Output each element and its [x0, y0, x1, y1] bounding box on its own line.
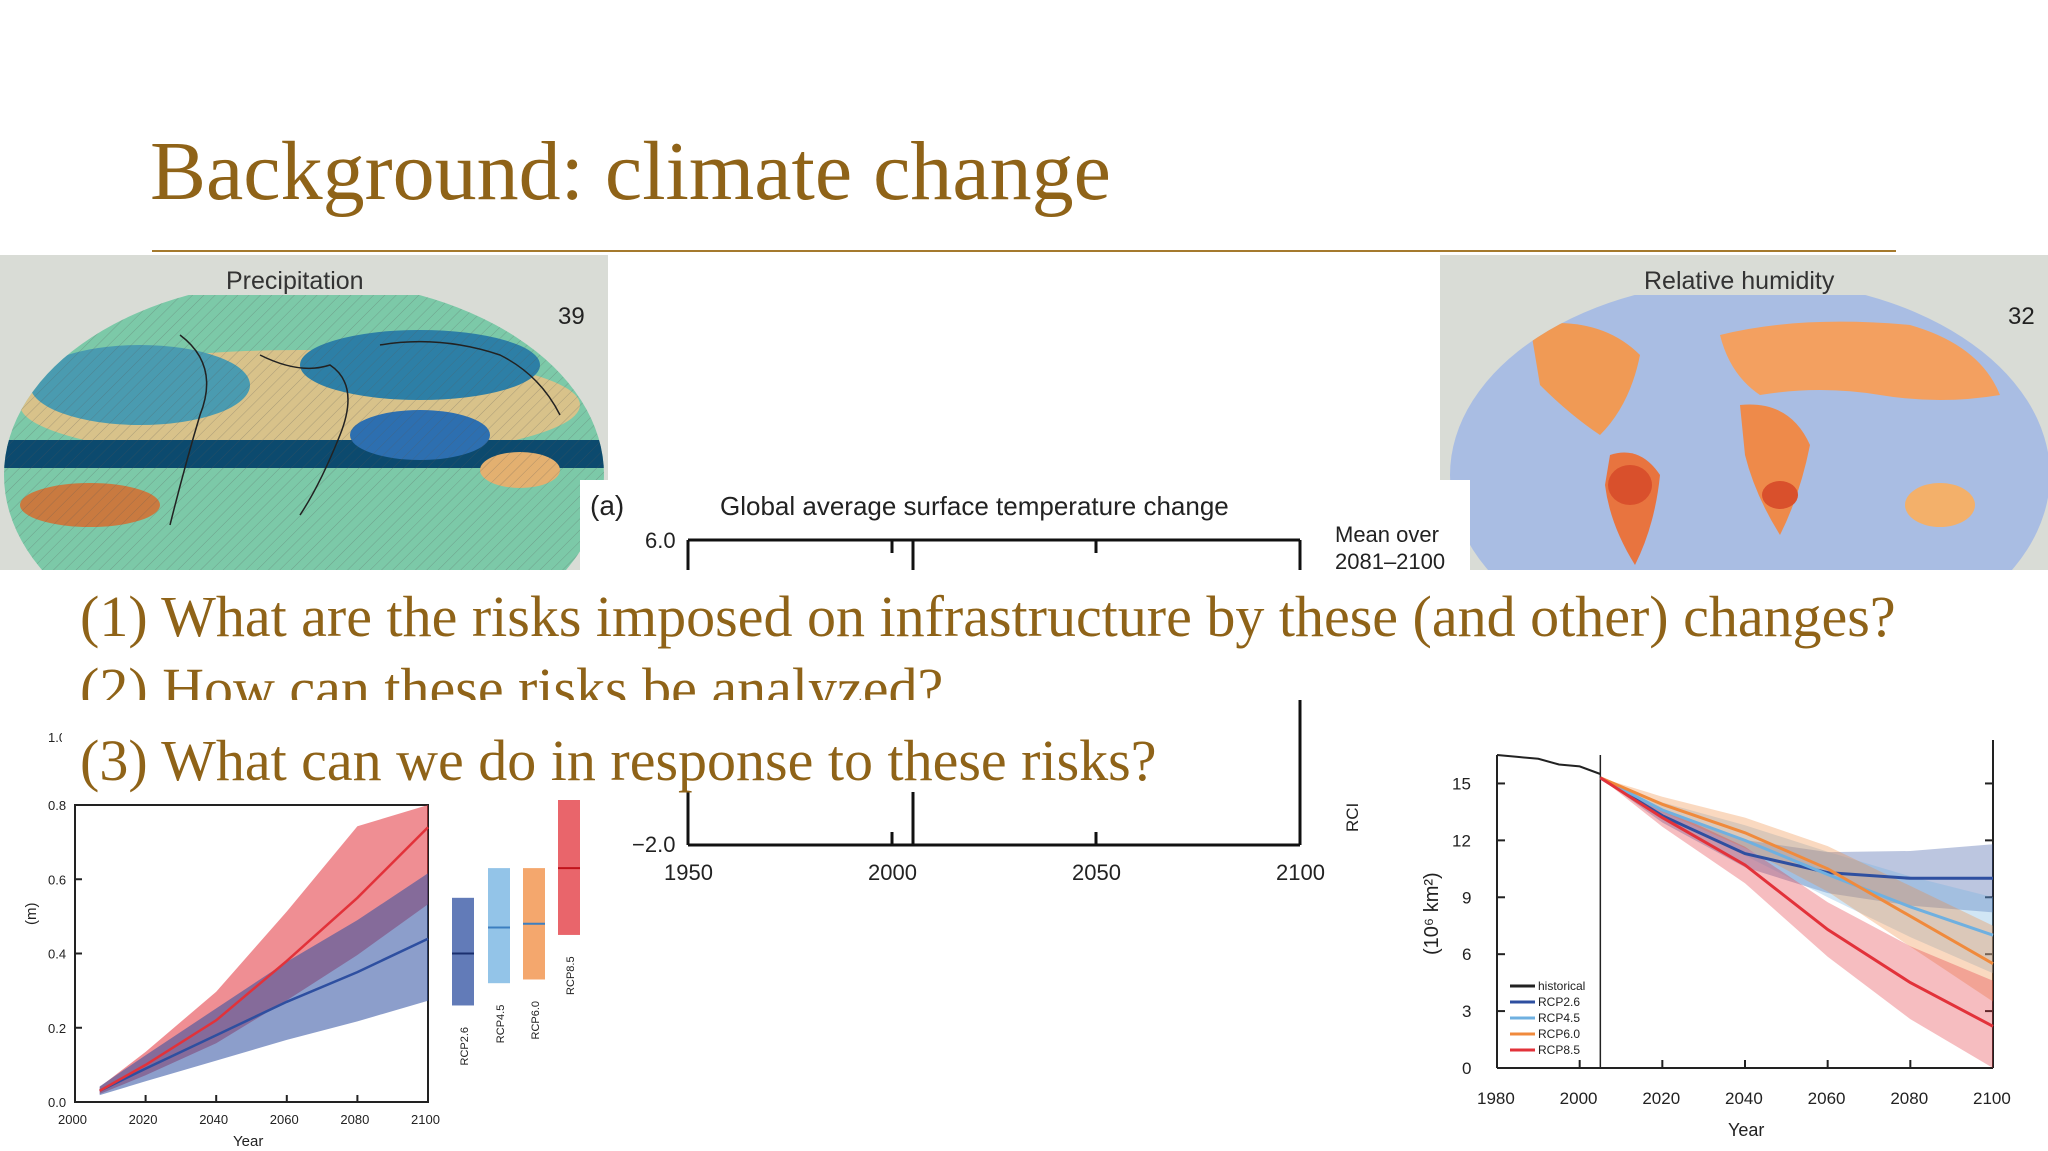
sea-level-xtick-label: 2000: [58, 1112, 87, 1127]
sea-ice-ytick-label: 15: [1452, 774, 1471, 793]
temp-xtick-label: 2050: [1072, 860, 1121, 885]
humidity-world-map: [1450, 295, 2048, 570]
slide-title: Background: climate change: [150, 125, 1111, 218]
sea-ice-ytick-label: 6: [1462, 945, 1471, 964]
sea-level-bar-label: RCP2.6: [459, 1027, 471, 1066]
sea-ice-band-rcp85: [1600, 777, 1993, 1068]
sea-ice-line-rcp85: [1599, 776, 1994, 1028]
sea-level-xtick-label: 2040: [199, 1112, 228, 1127]
sea-ice-line-rcp60: [1599, 776, 1994, 966]
sea-ice-xtick-label: 2100: [1973, 1089, 2011, 1108]
temp-side-note-2: 2081–2100: [1335, 549, 1445, 574]
sea-level-chart: 1.0 (m) Year 0.8 0.6 0.4 0.2 0.0 2000 2020 2040…: [23, 730, 580, 1150]
sea-ice-legend-label: RCP6.0: [1538, 1027, 1580, 1041]
temp-xtick-label: 2000: [868, 860, 917, 885]
sea-level-ytick-label: 0.6: [48, 872, 66, 887]
sea-ice-ylabel: (10⁶ km²): [1421, 872, 1443, 955]
sea-ice-band-rcp26: [1600, 777, 1993, 913]
question-3: (3) What can we do in response to these …: [80, 728, 1157, 793]
sea-level-bar-label: RCP4.5: [495, 1005, 507, 1044]
question-1: (1) What are the risks imposed on infras…: [80, 584, 1896, 649]
humidity-map-number: 32: [2008, 303, 2035, 330]
sea-ice-xtick-label: 2040: [1725, 1089, 1763, 1108]
sea-level-ylabel: (m): [23, 903, 40, 926]
sea-ice-ytick-label: 3: [1462, 1002, 1471, 1021]
temp-ybottom-label: −2.0: [632, 832, 675, 857]
sea-ice-xtick-label: 2020: [1642, 1089, 1680, 1108]
temp-rcp-fragment: RCI: [1343, 803, 1362, 832]
precipitation-map-number: 39: [558, 303, 585, 330]
precipitation-world-map: [4, 295, 604, 570]
sea-ice-legend-label: RCP4.5: [1538, 1011, 1580, 1025]
sea-ice-chart: (10⁶ km²) Year historical RCP2.6 RCP4.5 RCP…: [1421, 740, 2011, 1140]
sea-ice-ytick-label: 9: [1462, 888, 1471, 907]
title-underline: [152, 250, 1896, 252]
sea-level-ytick-label: 0.8: [48, 798, 66, 813]
sea-level-xtick-label: 2100: [411, 1112, 440, 1127]
temp-xtick-label: 2100: [1276, 860, 1325, 885]
sea-level-ytop-fragment: 1.0: [48, 730, 66, 745]
sea-ice-xtick-label: 2080: [1890, 1089, 1928, 1108]
temp-ytop-label: 6.0: [645, 528, 676, 553]
sea-level-xlabel: Year: [233, 1133, 263, 1150]
sea-level-rcp85-band: [99, 805, 428, 1094]
sea-level-rcp85-line: [99, 826, 429, 1092]
sea-ice-ytick-label: 0: [1462, 1059, 1471, 1078]
sea-level-ytick-label: 0.2: [48, 1021, 66, 1036]
sea-ice-line-rcp45: [1599, 776, 1994, 937]
temperature-chart: (a) Global average surface temperature c…: [590, 490, 1445, 885]
temp-chart-title: Global average surface temperature chang…: [720, 491, 1229, 521]
sea-ice-band-rcp45: [1600, 777, 1993, 974]
sea-level-range-bar: [488, 868, 510, 984]
sea-ice-ytick-label: 12: [1452, 831, 1471, 850]
precipitation-map-panel: Precipitation 39: [0, 255, 608, 570]
temp-side-note-1: Mean over: [1335, 522, 1439, 547]
sea-ice-xtick-label: 1980: [1477, 1089, 1515, 1108]
precipitation-map-title: Precipitation: [226, 267, 364, 295]
sea-ice-xtick-label: 2000: [1560, 1089, 1598, 1108]
sea-ice-line-historical: [1496, 754, 1601, 775]
sea-level-rcp26-line: [99, 937, 429, 1093]
sea-level-xtick-label: 2020: [129, 1112, 158, 1127]
question-3-box: (3) What can we do in response to these …: [62, 700, 1222, 792]
sea-level-xtick-label: 2080: [340, 1112, 369, 1127]
sea-level-rcp26-band: [99, 873, 428, 1096]
sea-ice-legend-label: RCP8.5: [1538, 1043, 1580, 1057]
sea-ice-xtick-label: 2060: [1808, 1089, 1846, 1108]
sea-level-bar-label: RCP6.0: [530, 1001, 542, 1040]
sea-ice-band-rcp60: [1600, 777, 1993, 1002]
temp-xtick-label: 1950: [664, 860, 713, 885]
sea-level-ytick-label: 0.0: [48, 1095, 66, 1110]
questions-box: (1) What are the risks imposed on infras…: [62, 570, 1986, 718]
humidity-map-title: Relative humidity: [1644, 267, 1835, 295]
sea-ice-legend-label: historical: [1538, 979, 1585, 993]
sea-level-range-bar: [452, 897, 474, 1006]
sea-level-xtick-label: 2060: [270, 1112, 299, 1127]
sea-ice-legend-label: RCP2.6: [1538, 995, 1580, 1009]
humidity-map-panel: Relative humidity 32: [1440, 255, 2048, 570]
temp-panel-label: (a): [590, 490, 624, 521]
sea-level-ytick-label: 0.4: [48, 947, 66, 962]
sea-level-bar-label: RCP8.5: [565, 956, 577, 995]
sea-ice-xlabel: Year: [1728, 1120, 1764, 1140]
